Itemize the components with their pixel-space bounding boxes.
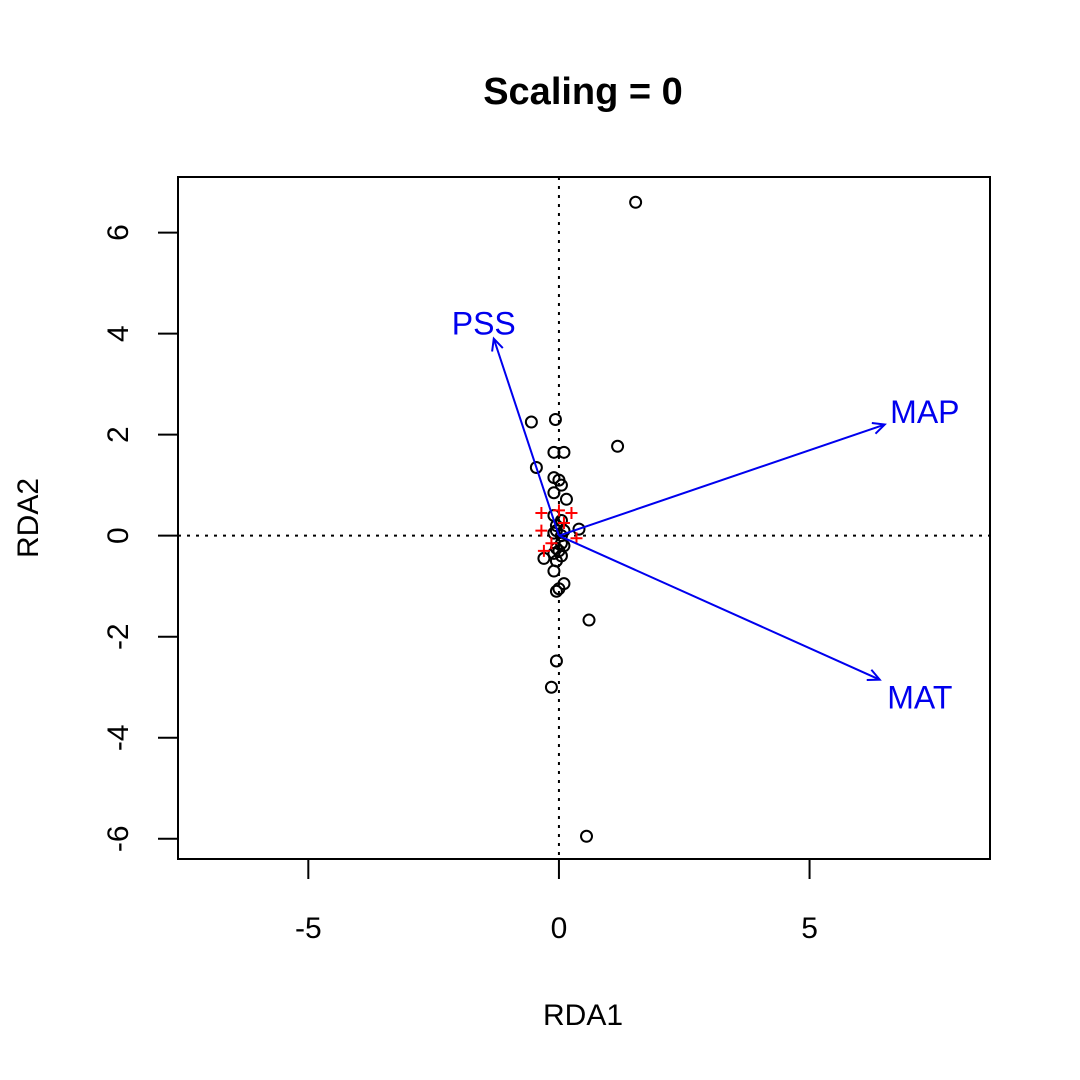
y-axis-label: RDA2: [12, 478, 45, 558]
y-tick-label: 6: [102, 224, 135, 241]
species-point: [545, 537, 558, 550]
species-point: [565, 506, 578, 519]
arrow-head: [491, 336, 504, 352]
species-point: [570, 532, 583, 545]
site-point: [552, 473, 566, 487]
site-point: [629, 195, 643, 209]
site-point: [580, 829, 594, 843]
site-point: [547, 546, 561, 560]
x-axis-label: RDA1: [543, 999, 623, 1032]
arrow-shaft: [558, 423, 886, 537]
site-point: [549, 584, 563, 598]
site-point: [544, 680, 558, 694]
arrow-label-mat: MAT: [887, 679, 952, 715]
arrow-head: [871, 421, 887, 435]
species-point: [557, 517, 570, 530]
y-tick-label: -4: [102, 724, 135, 751]
site-point: [559, 492, 573, 506]
arrow-head: [866, 669, 882, 682]
site-points: [524, 195, 643, 843]
y-tick-label: 4: [102, 325, 135, 342]
site-point: [611, 439, 625, 453]
species-points: [535, 504, 583, 557]
site-point: [547, 486, 561, 500]
reference-lines: [178, 177, 990, 859]
x-tick-label: 5: [801, 912, 818, 945]
site-point: [552, 582, 566, 596]
site-point: [572, 522, 586, 536]
species-point: [552, 504, 565, 517]
x-tick-label: -5: [295, 912, 322, 945]
species-point: [537, 544, 550, 557]
y-tick-label: 2: [102, 426, 135, 443]
arrow-label-pss: PSS: [452, 306, 516, 342]
site-point: [524, 415, 538, 429]
site-point: [557, 445, 571, 459]
y-tick-label: 0: [102, 527, 135, 544]
species-point: [535, 506, 548, 519]
site-point: [529, 460, 543, 474]
axes: -5 0 5 -6 -4 -2 0 2 4 6: [102, 224, 818, 945]
plot-frame: [177, 176, 991, 860]
species-point: [535, 524, 548, 537]
site-point: [548, 412, 562, 426]
arrow-shaft: [558, 534, 881, 681]
biplot-arrows: PSS MAP MAT: [452, 306, 960, 716]
arrow-label-map: MAP: [890, 394, 959, 430]
y-tick-label: -6: [102, 825, 135, 852]
x-tick-label: 0: [551, 912, 568, 945]
chart-title: Scaling = 0: [483, 71, 683, 113]
y-tick-label: -2: [102, 623, 135, 650]
site-point: [549, 654, 563, 668]
site-point: [582, 613, 596, 627]
arrow-shaft: [492, 338, 560, 536]
